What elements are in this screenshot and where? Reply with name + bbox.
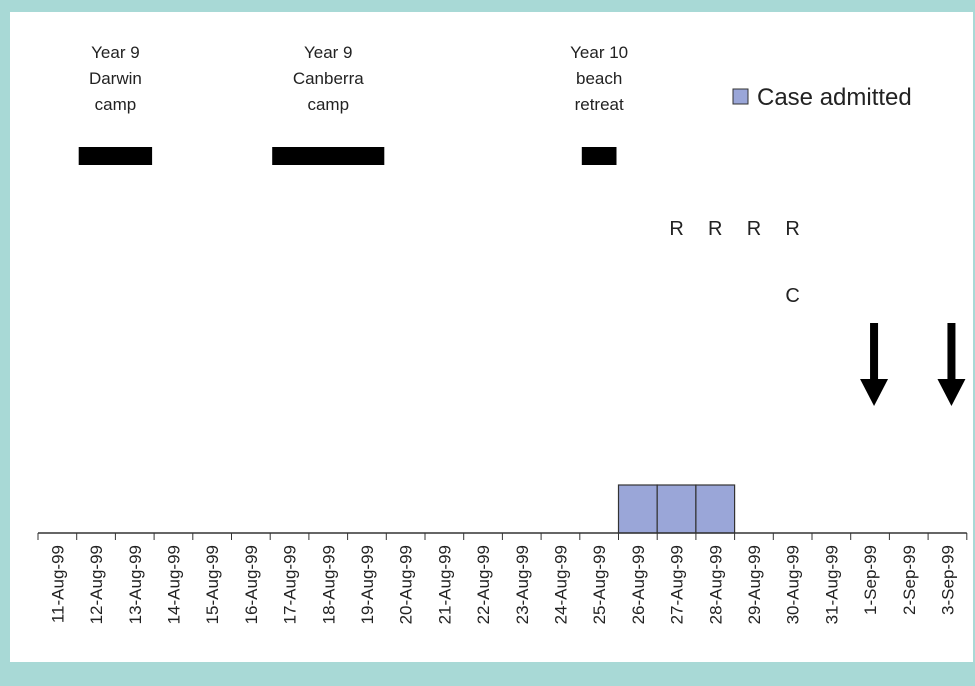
x-tick-label: 29-Aug-99 <box>745 545 764 624</box>
x-tick-label: 19-Aug-99 <box>358 545 377 624</box>
event-bar <box>581 147 617 165</box>
markers-layer: R R R R C <box>669 218 800 307</box>
x-tick-label: 25-Aug-99 <box>590 545 609 624</box>
bar-case-admitted-27-Aug-99 <box>656 484 697 534</box>
bar-case-admitted-26-Aug-99 <box>617 484 658 534</box>
legend-swatch <box>732 88 749 105</box>
x-tick-label: 17-Aug-99 <box>281 545 300 624</box>
events-layer: Year 9 Darwin camp Year 9 Canberra camp Year 1… <box>78 43 628 165</box>
down-arrow-icon <box>937 323 966 406</box>
event-label: Year 9 <box>304 43 353 62</box>
x-tick-label: 14-Aug-99 <box>164 545 183 624</box>
x-tick-label: 28-Aug-99 <box>706 545 725 624</box>
x-tick-label: 13-Aug-99 <box>126 545 145 624</box>
event-label: Darwin <box>89 69 142 88</box>
event-label: camp <box>95 95 137 114</box>
x-axis: 11-Aug-99 12-Aug-99 13-Aug-99 14-Aug-99 15-A… <box>37 532 968 624</box>
bar-case-admitted-28-Aug-99 <box>695 484 736 534</box>
marker-C: C <box>785 285 799 307</box>
x-tick-label: 21-Aug-99 <box>435 545 454 624</box>
x-tick-label: 23-Aug-99 <box>513 545 532 624</box>
event-label: camp <box>307 95 349 114</box>
x-tick-label: 26-Aug-99 <box>629 545 648 624</box>
marker-R: R <box>785 218 799 240</box>
marker-R: R <box>669 218 683 240</box>
plot-area <box>10 12 973 662</box>
legend: Case admitted <box>732 84 912 111</box>
x-tick-label: 27-Aug-99 <box>668 545 687 624</box>
x-tick-label: 18-Aug-99 <box>319 545 338 624</box>
event-label: retreat <box>575 95 624 114</box>
x-tick-label: 11-Aug-99 <box>48 545 67 623</box>
down-arrow-icon <box>860 323 889 406</box>
x-tick-label: 24-Aug-99 <box>551 545 570 624</box>
bars-layer <box>617 484 736 534</box>
event-label: beach <box>576 69 622 88</box>
x-tick-label: 22-Aug-99 <box>474 545 493 624</box>
event-bar <box>272 147 385 165</box>
x-tick-label: 20-Aug-99 <box>397 545 416 624</box>
event-label: Canberra <box>293 69 364 88</box>
event-bar <box>78 147 153 165</box>
x-tick-label: 31-Aug-99 <box>822 545 841 624</box>
x-tick-label: 16-Aug-99 <box>242 545 261 624</box>
x-tick-label: 15-Aug-99 <box>203 545 222 624</box>
legend-label: Case admitted <box>757 84 912 111</box>
x-tick-label: 3-Sep-99 <box>938 545 957 615</box>
x-tick-label: 12-Aug-99 <box>87 545 106 624</box>
x-tick-label: 2-Sep-99 <box>900 545 919 615</box>
arrows-layer <box>860 323 966 406</box>
x-tick-label: 30-Aug-99 <box>784 545 803 624</box>
marker-R: R <box>747 218 761 240</box>
event-label: Year 9 <box>91 43 140 62</box>
marker-R: R <box>708 218 722 240</box>
x-tick-label: 1-Sep-99 <box>861 545 880 615</box>
event-label: Year 10 <box>570 43 628 62</box>
